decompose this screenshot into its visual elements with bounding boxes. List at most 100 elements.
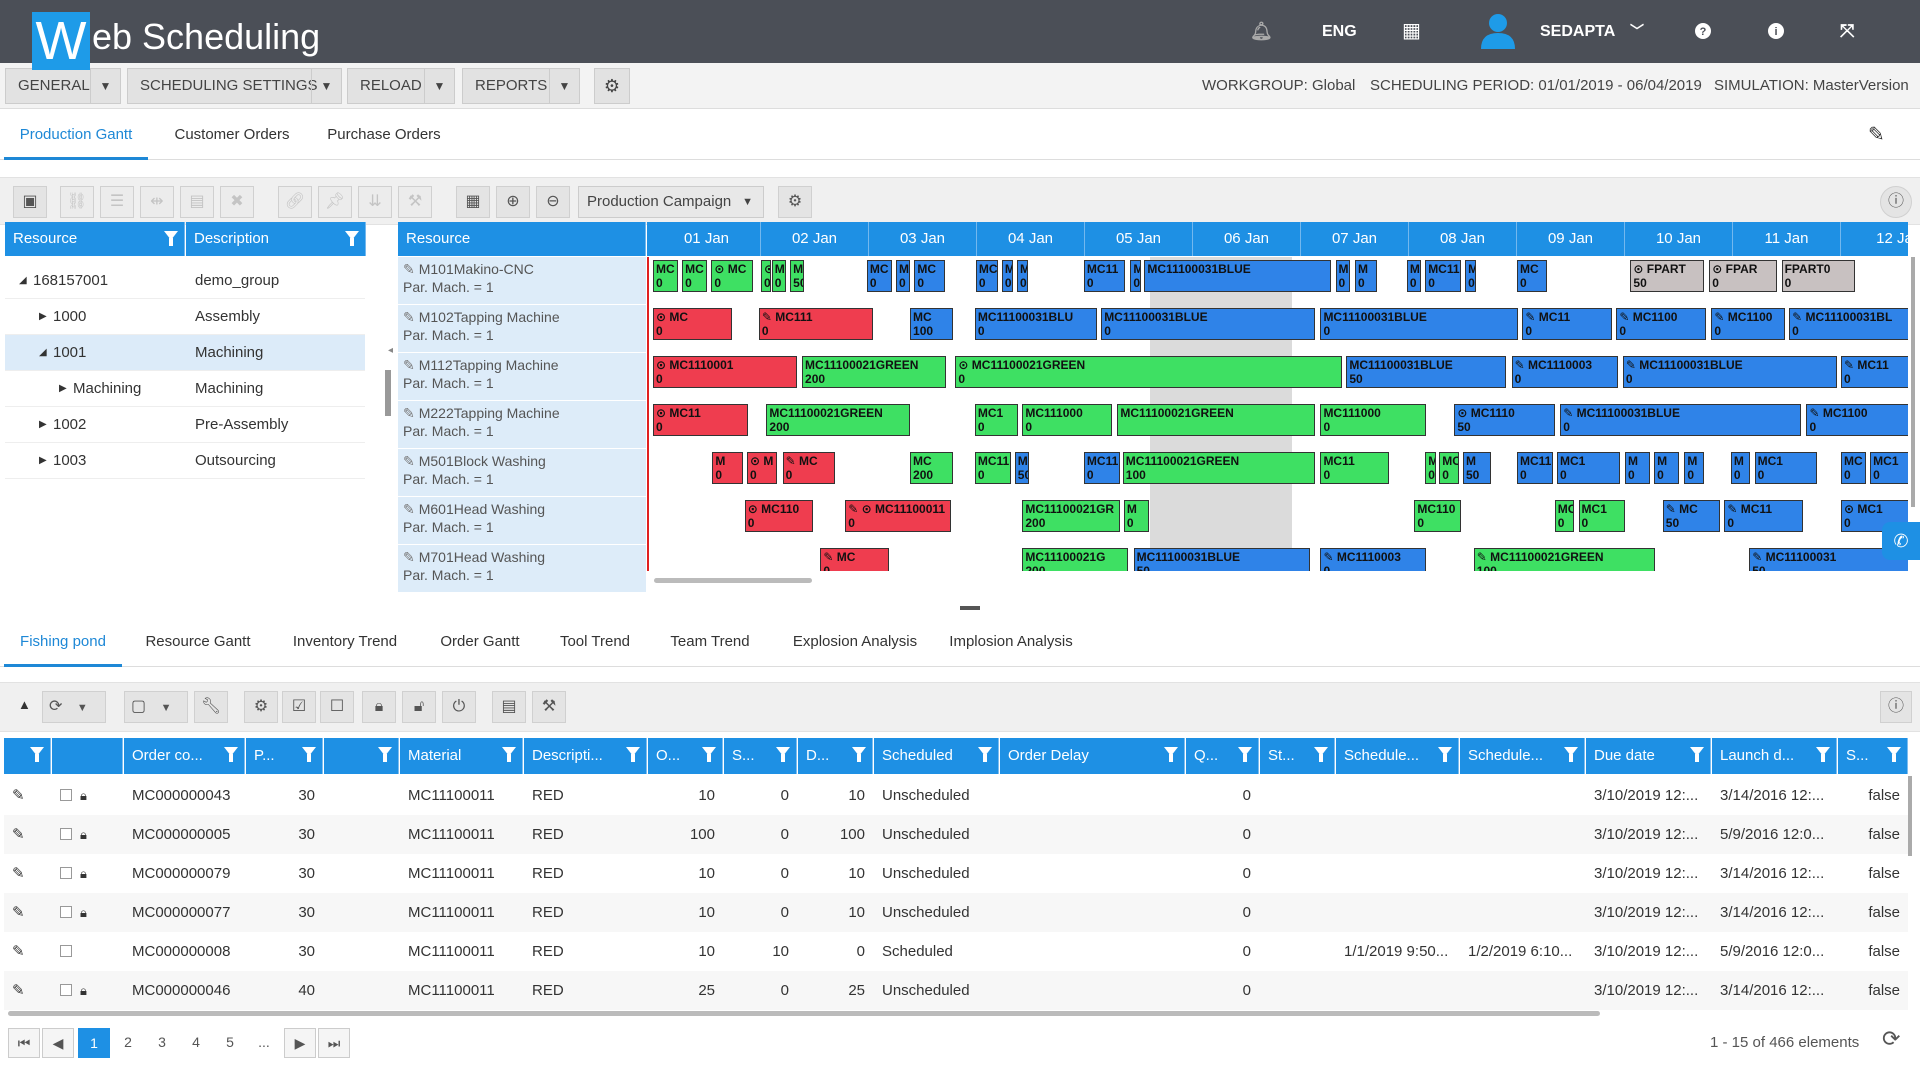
tree-row[interactable]: ◢ 1001 Machining (5, 335, 365, 371)
unlock-icon[interactable]: 🔓︎ (402, 691, 436, 723)
gantt-bar[interactable]: ✎ MC1110003 0 (1511, 356, 1618, 388)
tab-customer-orders[interactable]: Customer Orders (174, 126, 290, 143)
filter-icon[interactable] (345, 231, 359, 246)
first-page-icon[interactable]: ⏮ (8, 1028, 40, 1058)
next-page-icon[interactable]: ▶ (284, 1028, 316, 1058)
grid-gear-icon[interactable]: ⚙ (244, 691, 278, 723)
grid-column-header[interactable]: Launch d... (1712, 738, 1837, 774)
gantt-bar[interactable]: MC11 0 (1320, 452, 1389, 484)
expand-toggle-icon[interactable]: ▶ (39, 419, 47, 430)
reload-menu[interactable]: RELOAD ▼ (347, 68, 455, 104)
gantt-bar[interactable]: MC11100021GREEN 100 (1122, 452, 1316, 484)
gantt-bar[interactable]: ⊙ MC1 0 (1841, 500, 1908, 532)
gantt-bar[interactable]: ⊙ MC11 0 (653, 404, 749, 436)
edit-pencil-icon[interactable]: ✎ (12, 826, 25, 843)
edit-pencil-icon[interactable]: ✎ (1868, 124, 1885, 146)
edit-pencil-icon[interactable]: ✎ (403, 549, 415, 565)
dropdown-arrow-icon[interactable]: ▼ (549, 69, 579, 103)
help-icon[interactable]: ? (1695, 0, 1711, 63)
bell-icon[interactable]: 🔔︎ (1250, 21, 1273, 41)
move-down-icon[interactable]: ⇊ (358, 186, 392, 218)
gantt-bar[interactable]: M0 (1465, 260, 1477, 292)
gantt-bar[interactable]: ✎ MC11 0 (1841, 356, 1908, 388)
gantt-bar[interactable]: MC11100031BLUE 50 (1346, 356, 1507, 388)
tools-icon[interactable]: ⚒ (398, 186, 432, 218)
split-icon[interactable]: ⇹ (140, 186, 174, 218)
gantt-bar[interactable]: MC11100021G 200 (1022, 548, 1129, 571)
tree-resource-header[interactable]: Resource (5, 222, 185, 256)
edit-pencil-icon[interactable]: ✎ (12, 865, 25, 882)
check-icon[interactable]: ☑ (282, 691, 316, 723)
edit-pencil-icon[interactable]: ✎ (12, 904, 25, 921)
user-name[interactable]: SEDAPTA (1540, 23, 1616, 40)
table-row[interactable] (4, 932, 1908, 971)
gantt-bar[interactable]: M50 (1014, 452, 1029, 484)
grid-column-header[interactable]: Schedule... (1336, 738, 1459, 774)
filter-icon[interactable] (1564, 747, 1578, 762)
pin-icon[interactable]: 📌︎ (318, 186, 352, 218)
new-document-icon[interactable]: ▢ ▼ (124, 691, 188, 723)
grid-column-header[interactable] (324, 738, 399, 774)
gantt-bar[interactable]: MC11100031BLUE (1144, 260, 1332, 292)
prev-page-icon[interactable]: ◀ (42, 1028, 74, 1058)
gantt-bar[interactable]: MC1 0 (1578, 500, 1626, 532)
collapse-up-icon[interactable]: ▲ (18, 697, 31, 712)
filter-icon[interactable] (1690, 747, 1704, 762)
grid-column-header[interactable]: Due date (1586, 738, 1711, 774)
row-checkbox[interactable] (60, 828, 72, 840)
grid-column-header[interactable]: Order Delay (1000, 738, 1185, 774)
gantt-bar[interactable]: ✎ MC1110003 0 (1320, 548, 1427, 571)
filter-icon[interactable] (30, 747, 44, 762)
gantt-bar[interactable]: ✎ MC 0 (782, 452, 835, 484)
gantt-bar[interactable]: ✎ MC 50 (1662, 500, 1721, 532)
gantt-bar[interactable]: MC0 (1554, 500, 1575, 532)
tab-tool-trend[interactable]: Tool Trend (559, 633, 631, 650)
dropdown-arrow-icon[interactable]: ▼ (311, 69, 341, 103)
gantt-bar[interactable]: MC0 (1439, 452, 1459, 484)
fullscreen-icon[interactable]: ⤧ (1840, 21, 1855, 41)
collapse-panel-icon[interactable]: ◂ (388, 345, 394, 356)
assign-icon[interactable]: ⚒ (532, 691, 566, 723)
tree-row[interactable]: ◢ 168157001 demo_group (5, 263, 365, 299)
gantt-bar[interactable]: MC11100021GREEN 200 (802, 356, 946, 388)
gantt-bar[interactable]: ✎ MC11100031BL 0 (1789, 308, 1908, 340)
tree-description-header[interactable]: Description (186, 222, 366, 256)
gantt-bar[interactable]: MC11100031BLUE 50 (1133, 548, 1310, 571)
zoom-out-icon[interactable]: ⊖ (536, 186, 570, 218)
lock-icon[interactable]: 🔒︎ (362, 691, 396, 723)
apps-grid-icon[interactable]: ▦ (1402, 20, 1421, 42)
gantt-bar[interactable]: M50 (790, 260, 805, 292)
grid-info-icon[interactable]: ⓘ (1880, 691, 1912, 723)
link-icon[interactable]: ⛓ (60, 186, 94, 218)
gantt-bar[interactable]: M0 (1130, 260, 1142, 292)
gantt-bar[interactable]: ✎ MC11100031BLUE 0 (1560, 404, 1802, 436)
filter-icon[interactable] (978, 747, 992, 762)
tree-row[interactable]: ▶ Machining Machining (5, 371, 365, 407)
edit-pencil-icon[interactable]: ✎ (403, 501, 415, 517)
gantt-bar[interactable]: FPART0 0 (1781, 260, 1856, 292)
filter-icon[interactable] (164, 231, 178, 246)
square-icon[interactable]: ☐ (320, 691, 354, 723)
tab-team-trend[interactable]: Team Trend (670, 633, 750, 650)
gantt-bar[interactable]: ✎ MC 0 (820, 548, 889, 571)
dropdown-arrow-icon[interactable]: ▼ (424, 69, 454, 103)
filter-icon[interactable] (224, 747, 238, 762)
grid-column-header[interactable]: Descripti... (524, 738, 647, 774)
row-checkbox[interactable] (60, 945, 72, 957)
list-icon[interactable]: ☰ (100, 186, 134, 218)
gantt-bar[interactable]: MC11 0 (1517, 452, 1553, 484)
gantt-bar[interactable]: M0 (1425, 452, 1437, 484)
gantt-bar[interactable]: ✎ MC1100 0 (1616, 308, 1707, 340)
info-icon[interactable]: i (1768, 0, 1784, 63)
select-all-icon[interactable]: ▣ (13, 186, 47, 218)
